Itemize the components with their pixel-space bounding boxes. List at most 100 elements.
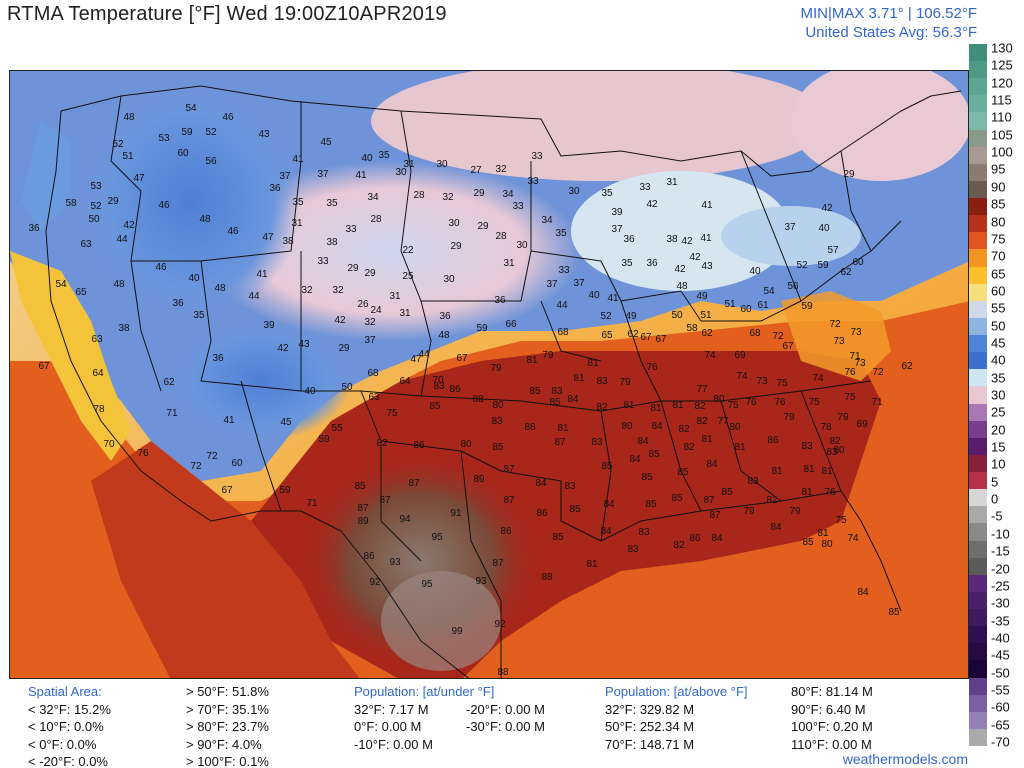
temperature-label: 81 [734,442,746,453]
temperature-label: 41 [256,269,268,280]
temperature-label: 88 [541,572,553,583]
temperature-label: 83 [551,386,563,397]
temperature-label: 37 [573,278,585,289]
temperature-label: 85 [802,537,814,548]
temperature-label: 85 [529,386,541,397]
temperature-label: 81 [557,423,569,434]
temperature-label: 85 [569,504,581,515]
temperature-label: 82 [766,495,778,506]
temperature-label: 65 [601,330,613,341]
colorbar-swatch [969,454,987,473]
temperature-label: 83 [433,381,445,392]
temperature-label: 34 [541,215,553,226]
colorbar-swatch [969,352,987,370]
temperature-label: 76 [745,397,757,408]
temperature-label: 46 [155,262,167,273]
temperature-label: 72 [872,367,884,378]
temperature-label: 35 [555,228,567,239]
temperature-label: 67 [782,341,794,352]
temperature-label: 36 [269,183,281,194]
colorbar-tick-label: 75 [991,231,1006,247]
temperature-label: 55 [331,423,343,434]
temperature-label: 31 [666,177,678,188]
header-stats: MIN|MAX 3.71° | 106.52°F United States A… [800,4,977,42]
site-credit-link[interactable]: weathermodels.com [842,751,968,767]
colorbar-tick-label: 0 [991,491,999,507]
temperature-label: 59 [817,260,829,271]
temperature-label: 44 [418,349,430,360]
temperature-label: 25 [402,271,414,282]
temperature-label: 92 [494,619,506,630]
temperature-label: 64 [399,376,411,387]
temperature-label: 76 [646,362,658,373]
temperature-label: 72 [772,331,784,342]
colorbar-swatch [969,540,987,559]
temperature-label: 86 [767,435,779,446]
temperature-label: 81 [801,487,813,498]
temperature-label: 43 [701,261,713,272]
temperature-label: 33 [317,256,329,267]
colorbar-tick-label: 35 [991,370,1006,386]
temperature-label: 84 [711,533,723,544]
temperature-label: 47 [262,232,274,243]
temperature-label: 43 [298,339,310,350]
temperature-label: 84 [603,499,615,510]
temperature-label: 36 [28,223,40,234]
temperature-label: 68 [367,368,379,379]
temperature-label: 51 [700,310,712,321]
temperature-label: 63 [80,239,92,250]
spatial-area-row: < -20°F: 0.0% [28,754,108,768]
temperature-label: 42 [821,203,833,214]
colorbar-tick-label: -65 [991,717,1010,733]
colorbar-swatch [969,44,987,62]
temperature-label: 32 [301,285,313,296]
temperature-label: 40 [818,223,830,234]
temperature-label: 83 [564,481,576,492]
spatial-area-row: > 50°F: 51.8% [186,684,269,699]
temperature-label: 85 [549,397,561,408]
temperature-label: 39 [611,207,623,218]
temperature-label: 82 [696,416,708,427]
population-row: -10°F: 0.00 M [354,736,433,752]
temperature-label: 36 [623,234,635,245]
temperature-label: 81 [771,466,783,477]
temperature-label: 93 [475,576,487,587]
temperature-label: 75 [727,400,739,411]
temperature-label: 68 [557,327,569,338]
colorbar-tick-label: 85 [991,196,1006,212]
temperature-label: 72 [206,451,218,462]
temperature-label: 86 [500,526,512,537]
temperature-label: 36 [212,353,224,364]
temperature-label: 66 [505,319,517,330]
colorbar-swatch [969,129,987,148]
temperature-label: 83 [596,376,608,387]
temperature-label: 48 [199,214,211,225]
colorbar-swatch [969,694,987,713]
temperature-label: 79 [789,506,801,517]
minmax-readout: MIN|MAX 3.71° | 106.52°F [800,5,977,22]
temperature-label: 30 [516,240,528,251]
temperature-label: 58 [65,198,77,209]
temperature-label: 91 [450,508,462,519]
temperature-label: 34 [502,189,514,200]
temperature-label: 56 [787,281,799,292]
temperature-label: 59 [801,301,813,312]
colorbar-swatch [969,249,987,268]
temperature-label: 85 [641,472,653,483]
population-under-panel: Population: [at/under °F] 32°F: 7.17 M 0… [354,683,494,753]
temperature-label: 85 [677,467,689,478]
colorbar-tick-label: 45 [991,335,1006,351]
colorbar-tick-label: 5 [991,474,999,490]
temperature-label: 28 [370,214,382,225]
colorbar-swatch [969,112,987,131]
temperature-label: 71 [849,351,861,362]
temperature-label: 59 [181,127,193,138]
temperature-label: 31 [503,258,515,269]
temperature-label: 36 [439,311,451,322]
temperature-label: 64 [92,368,104,379]
temperature-label: 35 [193,310,205,321]
colorbar-tick-label: 50 [991,318,1006,334]
temperature-label: 85 [721,487,733,498]
temperature-label: 38 [326,237,338,248]
population-row: 80°F: 81.14 M [791,684,873,699]
